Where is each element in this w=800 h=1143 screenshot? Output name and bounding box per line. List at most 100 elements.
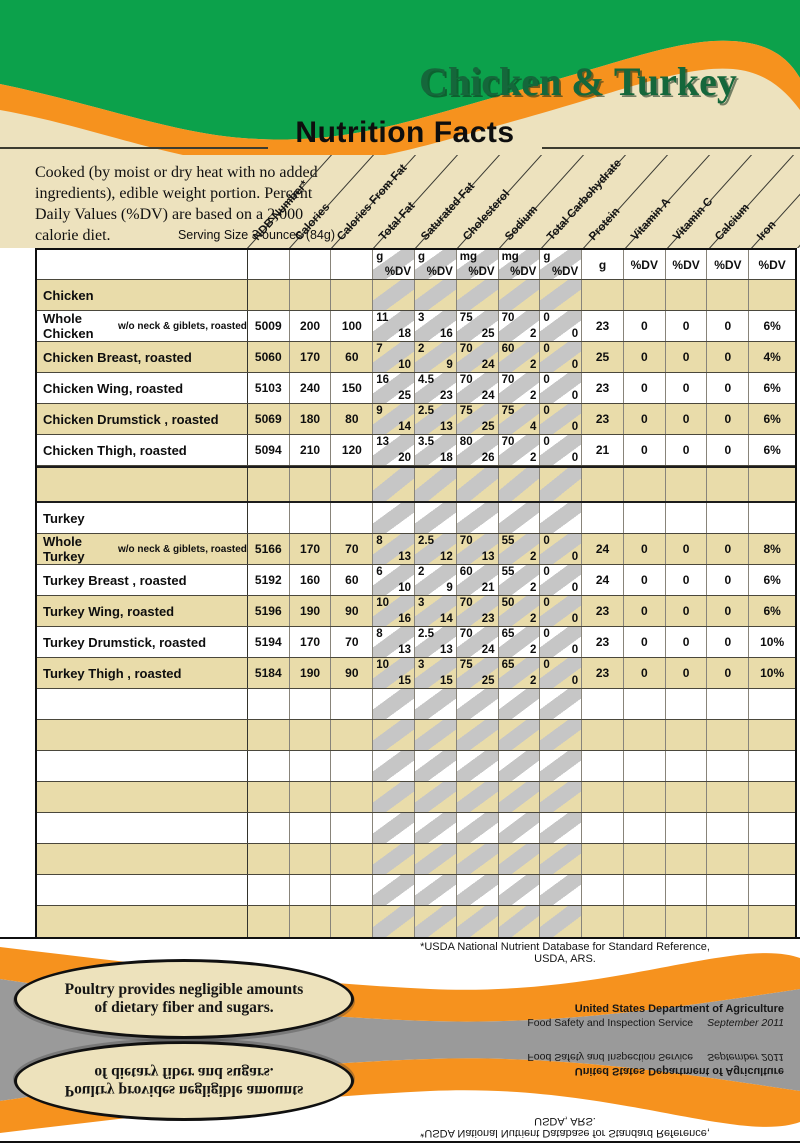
table-row: Turkey Drumstick, roasted 5194 170 70 8 13 2.5… xyxy=(37,627,796,658)
table-cell xyxy=(289,503,332,533)
table-cell: 21 xyxy=(582,435,624,465)
table-cell xyxy=(498,813,541,843)
table-cell xyxy=(665,751,708,781)
dv-value: 15 xyxy=(440,675,453,687)
table-cell: 4.5 23 xyxy=(415,373,457,403)
table-cell: 0 xyxy=(707,311,750,341)
table-cell xyxy=(498,844,541,874)
row-label: Chicken Thigh, roasted xyxy=(43,442,187,458)
dv-value: 18 xyxy=(440,452,453,464)
gram-value: 0 xyxy=(543,535,550,547)
table-cell: 170 xyxy=(289,534,332,564)
gram-value: 3.5 xyxy=(418,436,435,448)
gram-value: 60 xyxy=(501,343,515,355)
dv-value: 10 xyxy=(398,359,412,371)
dv-value: 9 xyxy=(446,582,453,594)
table-cell xyxy=(749,782,796,812)
gram-value: 8 xyxy=(376,535,383,547)
table-row xyxy=(37,844,796,875)
row-label: Chicken xyxy=(43,287,94,303)
gram-value: 2 xyxy=(418,566,425,578)
row-label: Turkey Wing, roasted xyxy=(43,603,175,619)
table-cell xyxy=(623,813,666,843)
table-cell xyxy=(415,503,457,533)
table-cell xyxy=(707,280,750,310)
table-cell xyxy=(247,782,290,812)
gram-value: 10 xyxy=(376,659,390,671)
dv-value: 2 xyxy=(529,644,537,656)
table-cell: g %DV xyxy=(373,250,416,279)
table-cell xyxy=(289,250,332,279)
dv-value: %DV xyxy=(551,266,579,278)
usda-credits: United States Department of Agriculture … xyxy=(527,1051,784,1077)
dv-value: 12 xyxy=(440,551,453,563)
heading-rule-left xyxy=(0,147,268,149)
table-row: Whole Chicken w/o neck & giblets, roasted… xyxy=(37,311,796,342)
table-cell xyxy=(415,689,457,719)
table-cell xyxy=(247,250,290,279)
table-cell: 0 xyxy=(623,565,666,595)
table-cell: 180 xyxy=(289,404,332,434)
row-label-cell xyxy=(37,813,248,843)
table-cell: 23 xyxy=(582,627,624,657)
dv-value: 2 xyxy=(529,582,537,594)
dv-value: 14 xyxy=(440,613,453,625)
table-cell xyxy=(415,751,457,781)
dv-value: 24 xyxy=(481,644,495,656)
table-cell xyxy=(373,906,416,937)
table-cell: 5166 xyxy=(247,534,290,564)
row-label-cell: Chicken xyxy=(37,280,248,310)
table-cell xyxy=(456,751,499,781)
gram-value: 0 xyxy=(543,436,550,448)
table-row xyxy=(37,875,796,906)
table-cell: 0 xyxy=(665,565,708,595)
table-cell: 90 xyxy=(331,596,374,626)
table-cell xyxy=(456,875,499,905)
row-label-cell xyxy=(37,720,248,750)
table-cell: 55 2 xyxy=(498,565,541,595)
table-cell xyxy=(373,844,416,874)
table-cell: 6 10 xyxy=(373,565,416,595)
table-cell xyxy=(373,468,416,501)
table-row xyxy=(37,720,796,751)
table-cell xyxy=(289,906,332,937)
gram-value: g xyxy=(376,251,384,263)
row-label-cell: Whole Chicken w/o neck & giblets, roasted xyxy=(37,311,248,341)
table-cell xyxy=(540,906,583,937)
row-label: Whole Chicken xyxy=(43,311,94,341)
table-cell: 23 xyxy=(582,311,624,341)
table-cell: 5194 xyxy=(247,627,290,657)
table-cell xyxy=(707,813,750,843)
gram-value: 8 xyxy=(376,628,383,640)
gram-value: 70 xyxy=(501,312,515,324)
table-cell: 5069 xyxy=(247,404,290,434)
table-cell: 0 xyxy=(665,342,708,372)
table-header-area: Cooked (by moist or dry heat with no add… xyxy=(0,155,800,248)
table-cell xyxy=(540,720,583,750)
note-ellipse: Poultry provides negligible amounts of d… xyxy=(14,959,354,1039)
table-cell: 0 xyxy=(623,627,666,657)
table-cell: 0 xyxy=(623,342,666,372)
table-cell: %DV xyxy=(707,250,750,279)
table-cell: 70 2 xyxy=(498,435,541,465)
table-cell: 6% xyxy=(749,373,796,403)
table-cell xyxy=(623,689,666,719)
column-header-label: Total Fat xyxy=(377,199,418,243)
gram-value: 75 xyxy=(459,659,473,671)
table-cell: g %DV xyxy=(415,250,457,279)
table-cell: 60 xyxy=(331,342,374,372)
row-label-cell xyxy=(37,250,248,279)
table-cell: 0 xyxy=(707,596,750,626)
dv-value: 0 xyxy=(571,452,579,464)
table-cell: 11 18 xyxy=(373,311,416,341)
table-cell: 55 2 xyxy=(498,534,541,564)
gram-value: 75 xyxy=(501,405,515,417)
table-cell: 10 15 xyxy=(373,658,416,688)
row-label-cell: Chicken Breast, roasted xyxy=(37,342,248,372)
table-cell: %DV xyxy=(665,250,708,279)
gram-value: 55 xyxy=(501,566,515,578)
table-cell: 0 xyxy=(623,373,666,403)
table-cell: 100 xyxy=(331,311,374,341)
